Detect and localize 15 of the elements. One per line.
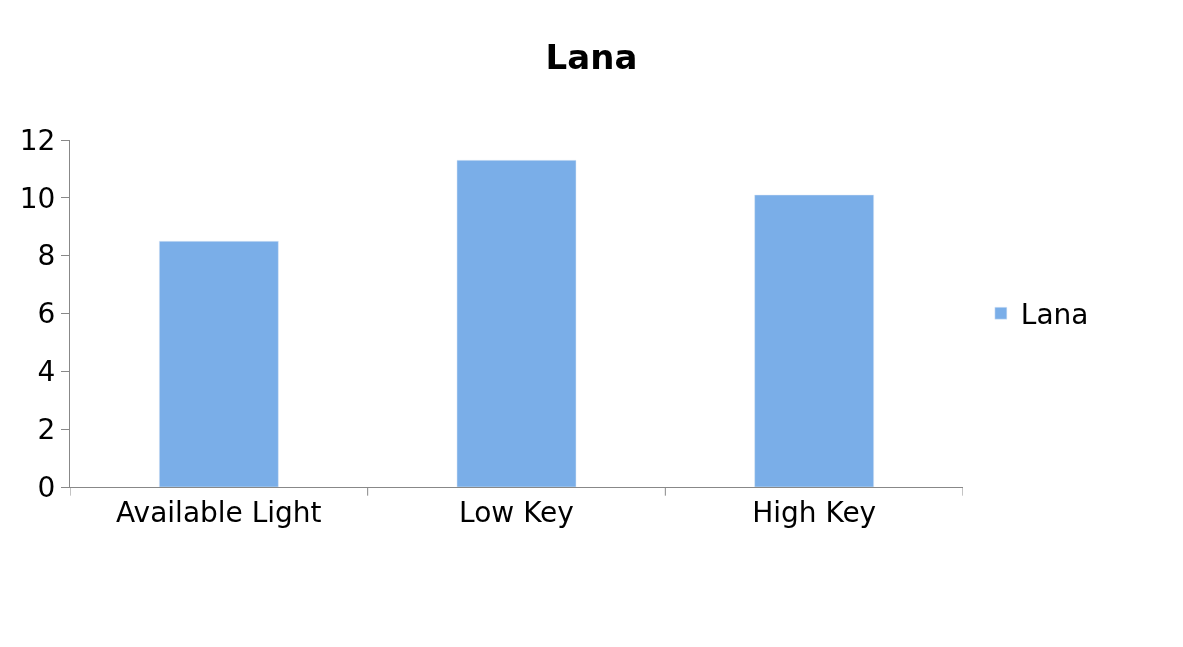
y-tick-label: 10 — [19, 181, 56, 215]
bar — [754, 194, 874, 487]
y-tick-label: 6 — [37, 297, 56, 331]
bar — [159, 240, 279, 487]
x-tick-label: High Key — [752, 495, 877, 529]
y-tick-label: 0 — [37, 470, 56, 504]
chart-title: Lana — [545, 37, 638, 78]
x-tick-label: Low Key — [459, 495, 574, 529]
y-tick-label: 12 — [19, 123, 56, 157]
y-tick-label: 8 — [37, 239, 56, 273]
legend-label: Lana — [1020, 298, 1089, 332]
bar — [456, 159, 577, 487]
y-tick-label: 2 — [37, 412, 56, 446]
y-tick-label: 4 — [37, 355, 56, 389]
x-tick-label: Available Light — [116, 495, 322, 529]
